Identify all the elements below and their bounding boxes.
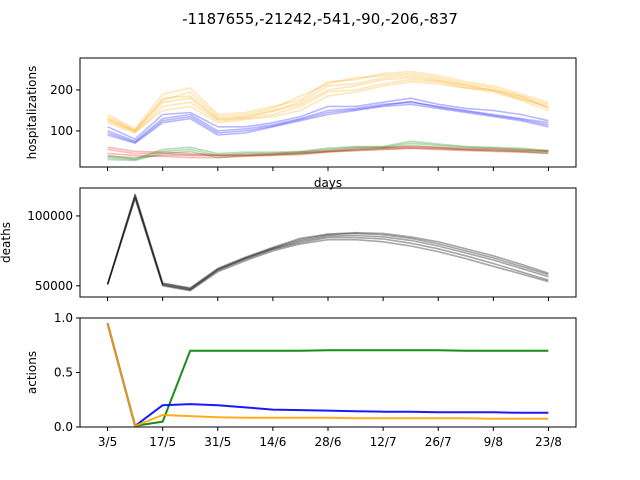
series-black-line-0 xyxy=(106,194,549,290)
series-blue-line-0 xyxy=(106,323,549,427)
series-black-line-4 xyxy=(106,193,549,289)
series-orange-line-3 xyxy=(107,81,549,133)
x-tick-labels: 3/5 17/5 31/5 14/6 28/6 12/7 26/7 9/8 23/8 xyxy=(98,435,562,449)
x-axis-label: days xyxy=(314,176,342,190)
y-axis-label: actions xyxy=(25,351,39,394)
x-tick-label: 23/8 xyxy=(535,435,562,449)
y-tick-label: 100 xyxy=(50,124,73,138)
series-green-line-1 xyxy=(107,144,549,162)
y-tick-label: 50000 xyxy=(35,279,73,293)
y-tick-label: 100000 xyxy=(27,209,73,223)
y-tick-label: 0.5 xyxy=(54,366,73,380)
series-blue-line-3 xyxy=(107,100,549,144)
series-black-line-1 xyxy=(106,195,549,291)
series-green-line-0 xyxy=(107,142,549,161)
x-tick-label: 3/5 xyxy=(98,435,117,449)
series-orange-line-0 xyxy=(106,323,549,427)
series-blue-line-0 xyxy=(107,101,549,142)
x-tick-label: 12/7 xyxy=(370,435,397,449)
series-green-line-2 xyxy=(107,140,549,160)
x-tick-label: 31/5 xyxy=(204,435,231,449)
series-orange-line-0 xyxy=(107,74,549,132)
chart-title: -1187655,-21242,-541,-90,-206,-837 xyxy=(182,10,458,28)
y-tick-label: 1.0 xyxy=(54,311,73,325)
series-green-line-0 xyxy=(106,323,549,427)
x-tick-label: 17/5 xyxy=(149,435,176,449)
y-axis-label: deaths xyxy=(0,222,13,263)
series-red-line-0 xyxy=(107,146,549,157)
x-tick-label: 9/8 xyxy=(484,435,503,449)
series-orange-line-1 xyxy=(107,78,549,134)
deaths-panel: 50000 100000 deaths xyxy=(0,187,577,301)
hospitalizations-panel: 100 200 hospitalizations days xyxy=(25,57,577,190)
series-orange-line-2 xyxy=(107,70,549,130)
x-tick-label: 28/6 xyxy=(315,435,342,449)
x-tick-label: 26/7 xyxy=(425,435,452,449)
actions-panel: 0.0 0.5 1.0 actions xyxy=(25,311,577,434)
series-blue-line-1 xyxy=(107,103,549,144)
series-blue-line-2 xyxy=(107,97,549,140)
y-tick-label: 200 xyxy=(50,83,73,97)
series-orange-line-4 xyxy=(107,72,549,131)
series-brown-line-0 xyxy=(107,147,549,159)
y-axis-label: hospitalizations xyxy=(25,66,39,160)
x-tick-label: 14/6 xyxy=(259,435,286,449)
series-orange-line-5 xyxy=(107,76,549,133)
y-tick-label: 0.0 xyxy=(54,420,73,434)
series-black-line-2 xyxy=(106,197,549,291)
series-black-line-3 xyxy=(106,197,549,292)
series-red-line-2 xyxy=(107,145,549,156)
series-red-line-1 xyxy=(107,147,549,159)
